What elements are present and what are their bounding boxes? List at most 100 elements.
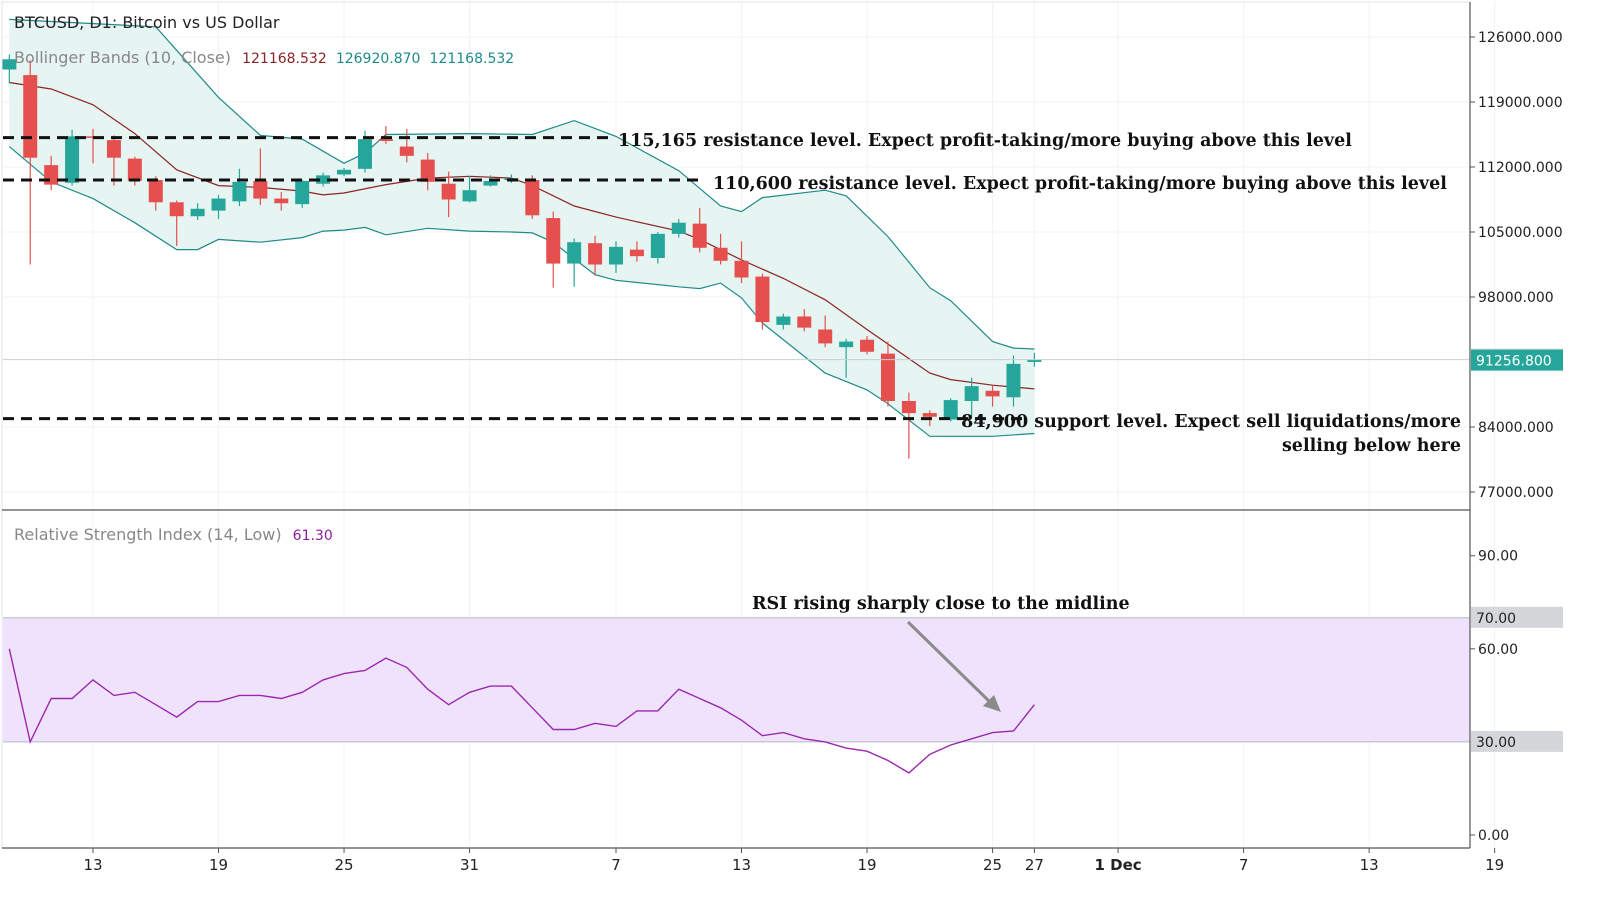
candle[interactable] [692, 207, 707, 253]
bollinger-band-area [9, 19, 1035, 437]
candle[interactable] [169, 200, 184, 246]
chart-title-legend: BTCUSD, D1: Bitcoin vs US Dollar [14, 13, 280, 32]
candle-body [546, 218, 561, 264]
rsi-annotation-arrow [906, 620, 1001, 712]
candle[interactable] [776, 313, 791, 330]
candle[interactable] [880, 341, 895, 407]
candle[interactable] [462, 176, 477, 203]
candle-body [880, 353, 895, 401]
candle[interactable] [818, 315, 833, 348]
candle[interactable] [232, 168, 247, 206]
candle[interactable] [985, 385, 1000, 407]
candle[interactable] [609, 241, 623, 273]
candle-body [65, 136, 80, 183]
candle[interactable] [860, 336, 875, 355]
bollinger-lower-value: 121168.532 [429, 51, 515, 67]
bollinger-upper-value: 126920.870 [335, 51, 421, 67]
candle-body [985, 390, 1000, 397]
candle[interactable] [671, 219, 686, 238]
candle[interactable] [1006, 355, 1021, 407]
candle-body [860, 339, 875, 352]
candle-body [190, 208, 205, 217]
price-axis[interactable]: 126000.000 119000.000 112000.000 105000.000… [1470, 30, 1563, 501]
rsi-axis[interactable]: 90.00 60.00 0.00 70.00 30.00 [1470, 549, 1563, 844]
candle[interactable] [567, 238, 582, 287]
candle[interactable] [337, 167, 352, 177]
time-tick-label: 19 [857, 856, 876, 874]
candle[interactable] [211, 194, 226, 219]
time-tick-label: 7 [1239, 856, 1249, 874]
candle-body [588, 243, 603, 265]
candle-body [1006, 363, 1021, 398]
candle-body [295, 180, 310, 205]
candle[interactable] [713, 233, 728, 265]
current-price-label: 91256.800 [1476, 354, 1552, 370]
time-tick-label: 27 [1025, 856, 1044, 874]
time-tick-label: 19 [1485, 856, 1504, 874]
candle[interactable] [253, 148, 268, 206]
candle[interactable] [546, 211, 561, 288]
candle[interactable] [650, 232, 665, 264]
level-lines [3, 136, 1470, 421]
candle[interactable] [316, 172, 331, 187]
bollinger-band-fill [9, 19, 1035, 437]
candle[interactable] [734, 241, 749, 284]
candle[interactable] [525, 175, 540, 219]
candle[interactable] [943, 398, 958, 422]
candle[interactable] [148, 176, 163, 211]
frame [1, 1, 1471, 849]
candle[interactable] [629, 241, 644, 262]
candle[interactable] [901, 392, 916, 459]
candle-body [462, 190, 477, 202]
candle-body [23, 75, 38, 158]
time-tick-label: 13 [732, 856, 751, 874]
time-axis[interactable]: 13 19 25 31 7 13 19 25 27 1 Dec 7 13 19 [83, 848, 1504, 874]
candle-body [253, 180, 268, 199]
candle-body [901, 401, 916, 414]
candle[interactable] [588, 235, 603, 276]
candle[interactable] [65, 129, 80, 186]
candle-body [525, 180, 540, 216]
candle-body [713, 247, 728, 261]
candle[interactable] [797, 309, 812, 332]
candle[interactable] [420, 153, 435, 191]
bollinger-lower-line [8, 146, 1035, 437]
candle[interactable] [274, 192, 289, 211]
candle[interactable] [755, 273, 770, 330]
arrow-shaft [906, 620, 993, 705]
bollinger-legend[interactable]: Bollinger Bands (10, Close) 121168.532 1… [14, 48, 514, 67]
rsi-tick-label: 60.00 [1478, 642, 1518, 658]
candle-body [106, 140, 121, 158]
rsi-legend[interactable]: Relative Strength Index (14, Low) 61.30 [14, 525, 333, 544]
arrow-head [983, 695, 1001, 712]
candle-body [211, 198, 226, 211]
candle-body [44, 165, 59, 185]
candle-body [797, 316, 812, 328]
bollinger-label: Bollinger Bands (10, Close) [14, 48, 232, 67]
candles[interactable] [2, 54, 1042, 459]
candle-body [274, 198, 289, 204]
candle[interactable] [964, 377, 979, 417]
candle[interactable] [190, 203, 205, 220]
candle-body [169, 202, 184, 217]
candle-body [943, 400, 958, 420]
candle-body [420, 159, 435, 182]
candle[interactable] [106, 135, 121, 186]
candle-body [316, 175, 331, 184]
candle-body [567, 242, 582, 264]
candle-body [148, 180, 163, 203]
candle-body [692, 223, 707, 248]
candle[interactable] [295, 180, 310, 208]
candle-body [839, 341, 854, 348]
candle[interactable] [378, 126, 393, 144]
candle[interactable] [839, 338, 854, 378]
price-tick-label: 77000.000 [1478, 485, 1554, 501]
rsi-band-label: 70.00 [1476, 611, 1516, 627]
time-tick-label: 13 [1360, 856, 1379, 874]
candle[interactable] [399, 128, 414, 163]
time-tick-label: 25 [334, 856, 353, 874]
candle[interactable] [441, 171, 456, 218]
candle[interactable] [2, 54, 17, 84]
candle-body [2, 59, 17, 70]
